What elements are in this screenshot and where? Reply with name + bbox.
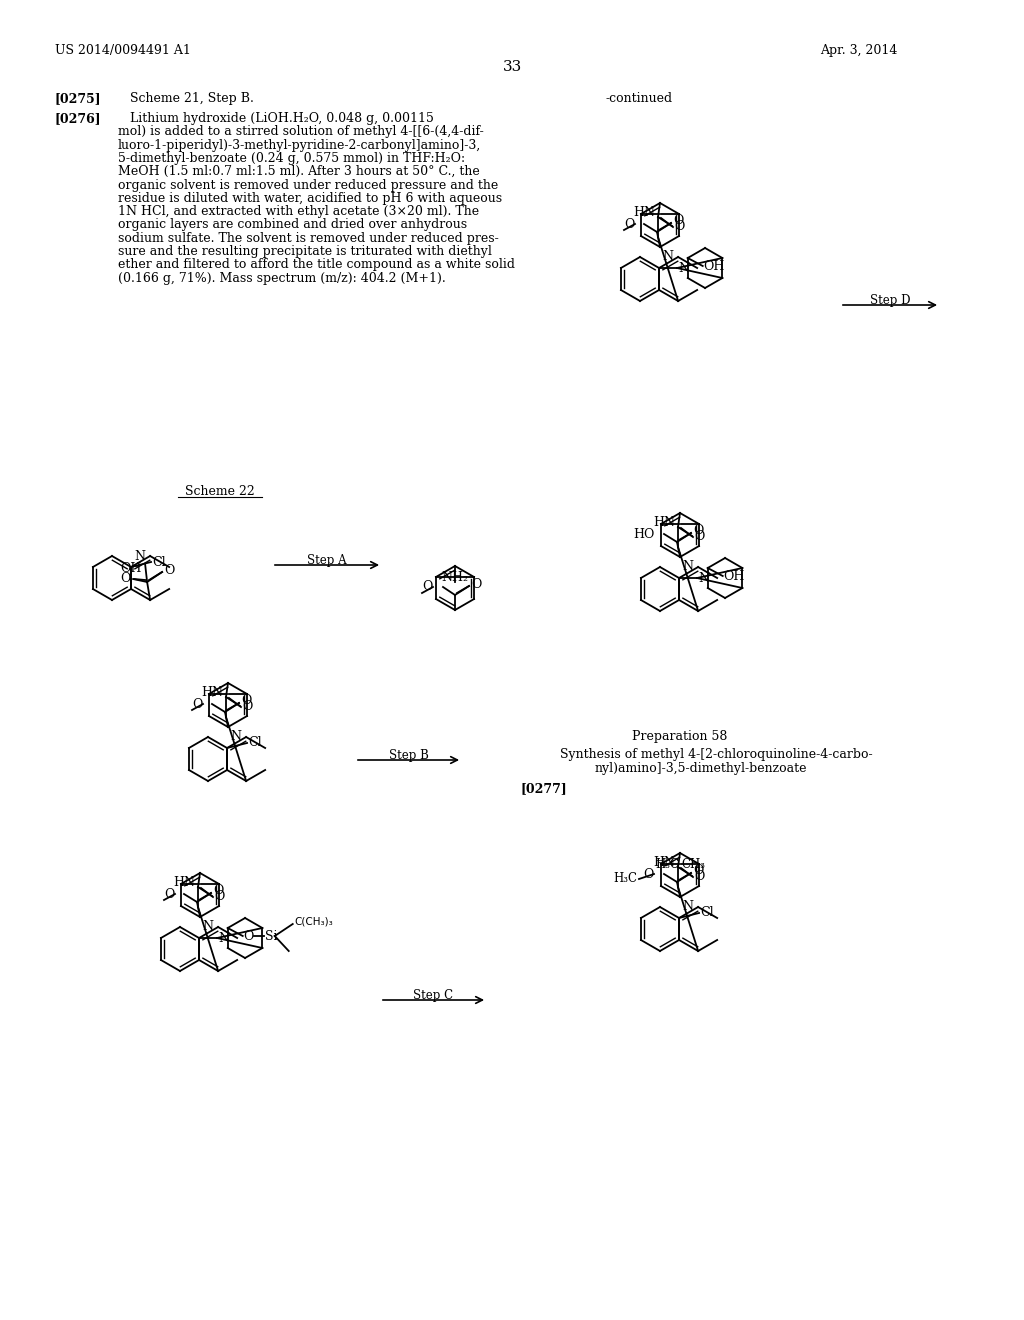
Text: O: O (214, 891, 224, 903)
Text: mol) is added to a stirred solution of methyl 4-[[6-(4,4-dif-: mol) is added to a stirred solution of m… (118, 125, 483, 139)
Text: N: N (134, 549, 145, 562)
Text: Apr. 3, 2014: Apr. 3, 2014 (820, 44, 897, 57)
Text: O: O (673, 214, 683, 227)
Text: Cl: Cl (248, 737, 262, 750)
Text: N: N (682, 561, 693, 573)
Text: [0277]: [0277] (520, 781, 566, 795)
Text: O: O (674, 220, 684, 234)
Text: 5-dimethyl-benzoate (0.24 g, 0.575 mmol) in THF:H₂O:: 5-dimethyl-benzoate (0.24 g, 0.575 mmol)… (118, 152, 465, 165)
Text: Si: Si (265, 929, 278, 942)
Text: Cl: Cl (700, 907, 714, 920)
Text: HN: HN (633, 206, 655, 219)
Text: 1N HCl, and extracted with ethyl acetate (3×20 ml). The: 1N HCl, and extracted with ethyl acetate… (118, 205, 479, 218)
Text: Step C: Step C (414, 989, 454, 1002)
Text: Cl: Cl (152, 556, 166, 569)
Text: nyl)amino]-3,5-dimethyl-benzoate: nyl)amino]-3,5-dimethyl-benzoate (595, 762, 808, 775)
Text: O: O (694, 531, 705, 544)
Text: OH: OH (703, 260, 725, 272)
Text: (0.166 g, 71%). Mass spectrum (m/z): 404.2 (M+1).: (0.166 g, 71%). Mass spectrum (m/z): 404… (118, 272, 445, 285)
Text: O: O (242, 701, 252, 714)
Text: HN: HN (653, 855, 675, 869)
Text: residue is diluted with water, acidified to pH 6 with aqueous: residue is diluted with water, acidified… (118, 191, 502, 205)
Text: H₃C: H₃C (655, 858, 679, 870)
Text: H₃C: H₃C (613, 873, 637, 886)
Text: HN: HN (201, 686, 223, 700)
Text: N: N (230, 730, 241, 743)
Text: HO: HO (634, 528, 655, 540)
Text: Synthesis of methyl 4-[2-chloroquinoline-4-carbo-: Synthesis of methyl 4-[2-chloroquinoline… (560, 748, 872, 762)
Text: O: O (423, 581, 433, 594)
Text: 33: 33 (503, 59, 521, 74)
Text: sodium sulfate. The solvent is removed under reduced pres-: sodium sulfate. The solvent is removed u… (118, 232, 499, 244)
Text: O: O (694, 870, 705, 883)
Text: Step B: Step B (388, 748, 428, 762)
Text: Scheme 22: Scheme 22 (185, 484, 255, 498)
Text: [0276]: [0276] (55, 112, 101, 125)
Text: O: O (693, 865, 703, 878)
Text: O: O (213, 884, 223, 898)
Text: -continued: -continued (605, 92, 672, 106)
Text: NH₂: NH₂ (441, 572, 469, 583)
Text: O: O (165, 887, 175, 900)
Text: Step A: Step A (307, 554, 347, 568)
Text: CH₃: CH₃ (681, 858, 705, 870)
Text: O: O (193, 697, 203, 710)
Text: sure and the resulting precipitate is triturated with diethyl: sure and the resulting precipitate is tr… (118, 246, 492, 257)
Text: O: O (693, 524, 703, 537)
Text: O: O (121, 573, 131, 586)
Text: HN: HN (173, 876, 195, 888)
Text: Preparation 58: Preparation 58 (632, 730, 728, 743)
Text: Lithium hydroxide (LiOH.H₂O, 0.048 g, 0.00115: Lithium hydroxide (LiOH.H₂O, 0.048 g, 0.… (118, 112, 434, 125)
Text: MeOH (1.5 ml:0.7 ml:1.5 ml). After 3 hours at 50° C., the: MeOH (1.5 ml:0.7 ml:1.5 ml). After 3 hou… (118, 165, 480, 178)
Text: HN: HN (653, 516, 675, 529)
Text: N: N (682, 900, 693, 913)
Text: ether and filtered to afford the title compound as a white solid: ether and filtered to afford the title c… (118, 259, 515, 272)
Text: N: N (663, 251, 673, 264)
Text: [0275]: [0275] (55, 92, 101, 106)
Text: US 2014/0094491 A1: US 2014/0094491 A1 (55, 44, 190, 57)
Text: N: N (218, 932, 229, 945)
Text: O: O (164, 565, 174, 578)
Text: Scheme 21, Step B.: Scheme 21, Step B. (118, 92, 254, 106)
Text: organic solvent is removed under reduced pressure and the: organic solvent is removed under reduced… (118, 178, 499, 191)
Text: N: N (698, 572, 709, 585)
Text: O: O (625, 218, 635, 231)
Text: luoro-1-piperidyl)-3-methyl-pyridine-2-carbonyl]amino]-3,: luoro-1-piperidyl)-3-methyl-pyridine-2-c… (118, 139, 481, 152)
Text: Step D: Step D (869, 294, 910, 308)
Text: O: O (241, 694, 251, 708)
Text: O: O (244, 929, 254, 942)
Text: O: O (644, 867, 654, 880)
Text: organic layers are combined and dried over anhydrous: organic layers are combined and dried ov… (118, 218, 467, 231)
Text: N: N (202, 920, 213, 933)
Text: OH: OH (724, 569, 745, 582)
Text: OH: OH (121, 562, 142, 576)
Text: C(CH₃)₃: C(CH₃)₃ (295, 917, 334, 927)
Text: O: O (471, 578, 481, 590)
Text: N: N (678, 261, 689, 275)
